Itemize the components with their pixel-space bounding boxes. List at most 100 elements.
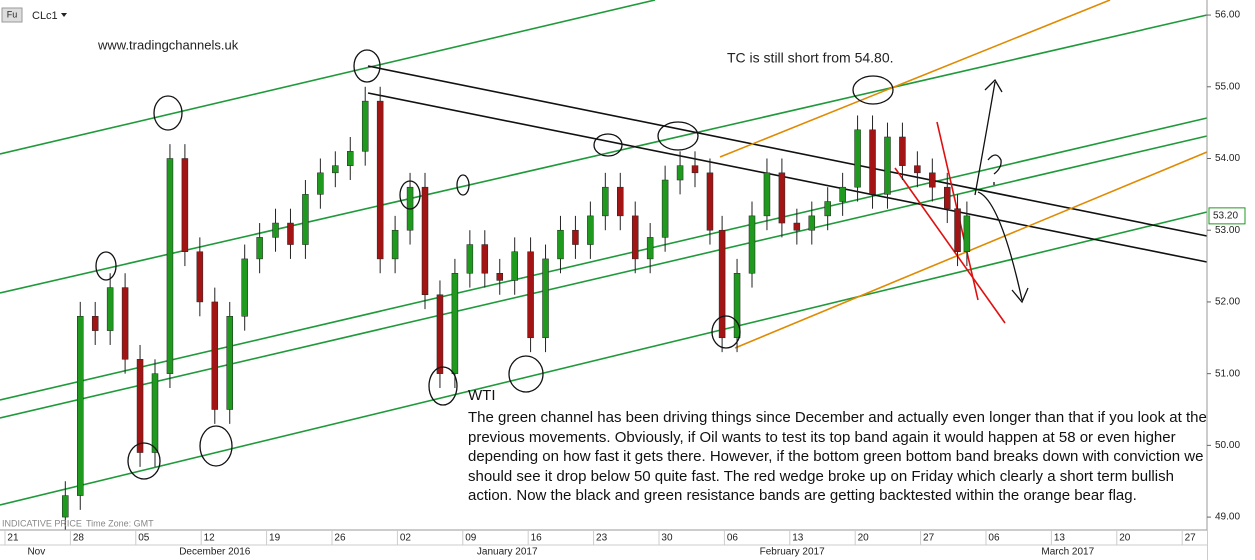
circle [399,180,421,210]
candle-body [361,100,369,152]
candle-body [646,237,654,260]
x-tick-label: 27 [1185,533,1197,544]
candle-body [914,165,921,174]
candle-body [272,222,279,238]
circle [593,133,623,157]
timezone: Time Zone: GMT [86,518,154,528]
green-line [0,211,1208,506]
candle-body [91,316,99,331]
month-label: December 2016 [179,547,251,558]
x-tick-label: 23 [596,533,608,544]
x-tick-label: 16 [531,533,543,544]
green-line [0,135,1208,419]
candle-body [542,258,549,339]
circle [456,174,470,196]
candle-body [77,316,84,496]
circle [508,355,544,393]
x-tick-label: 28 [73,533,85,544]
candle-body [691,165,699,174]
x-tick-label: 20 [1119,533,1131,544]
red-line [894,167,1006,324]
circle [428,366,458,406]
candle-body [226,316,233,410]
axes: 49.00 50.00 51.00 52.00 53.00 54.00 55.00 56.00… [4,10,1246,558]
dropdown-icon[interactable] [61,13,67,17]
x-tick-label: 09 [465,533,477,544]
candle-body [256,237,263,260]
candle-body [676,165,684,181]
heading: WTI [468,387,496,404]
x-tick-label: 30 [661,533,673,544]
x-tick-label: 21 [7,533,19,544]
candle-body [121,287,129,360]
month-label: Nov [27,547,45,558]
x-tick-label: 13 [792,533,804,544]
circle [153,95,183,131]
candle-body [241,258,248,317]
commentary: The green channel has been driving thing… [468,409,1207,504]
candle-body [733,272,741,339]
y-tick-label: 52.00 [1215,297,1240,308]
annotations [95,49,1029,480]
candle-body [181,158,189,252]
y-tick-label: 55.00 [1215,81,1240,92]
candle-body [151,373,159,453]
badge: Fu [7,9,18,19]
candle-body [527,251,534,339]
x-tick-label: 06 [727,533,739,544]
candle-body [196,251,204,303]
candle-body [899,136,906,166]
y-tick-label: 50.00 [1215,440,1240,451]
candle-body [944,186,951,209]
candle-body [929,172,936,188]
candle-body [602,186,609,217]
badge-box [1,7,23,23]
x-tick-label: 12 [204,533,216,544]
orange-line [734,151,1208,349]
candle-body [136,359,144,453]
candle-body [793,222,801,231]
month-label: January 2017 [477,547,538,558]
x-tick-label: 02 [400,533,412,544]
candle-body [954,208,961,252]
candle-body [436,294,444,374]
circle [711,315,741,349]
candle-body [572,229,579,245]
up-arrow [974,78,1003,196]
indicative: INDICATIVE PRICE [2,518,82,528]
candle-body [166,158,174,374]
candle-body [106,287,114,331]
y-tick-label: 56.00 [1215,10,1240,21]
candle-body [661,179,669,238]
month-label: February 2017 [760,547,825,558]
x-tick-label: 19 [269,533,281,544]
candle-body [511,251,518,281]
candle-body [451,272,459,374]
last-price-box [1208,207,1246,225]
candle-body [496,272,503,281]
black-line [367,65,1208,237]
note: TC is still short from 54.80. [727,50,894,66]
y-tick-label: 54.00 [1215,153,1240,164]
candle-body [963,215,971,252]
circle [127,442,161,480]
candle-body [854,129,861,188]
x-tick-label: 20 [858,533,870,544]
circle [353,49,381,83]
y-tick-label: 53.00 [1215,225,1240,236]
circle [95,251,117,281]
circle [657,121,699,151]
x-tick-label: 06 [988,533,1000,544]
candle-body [302,194,309,245]
candle-body [466,244,474,274]
y-tick-label: 51.00 [1215,368,1240,379]
candle-body [748,215,756,274]
candles [62,86,971,532]
down-arrow [977,191,1029,304]
website: www.tradingchannels.uk [97,37,239,52]
candle-body [376,100,384,260]
candle-body [332,165,339,174]
last-price-label: 53.20 [1213,211,1238,222]
candle-body [869,129,876,195]
